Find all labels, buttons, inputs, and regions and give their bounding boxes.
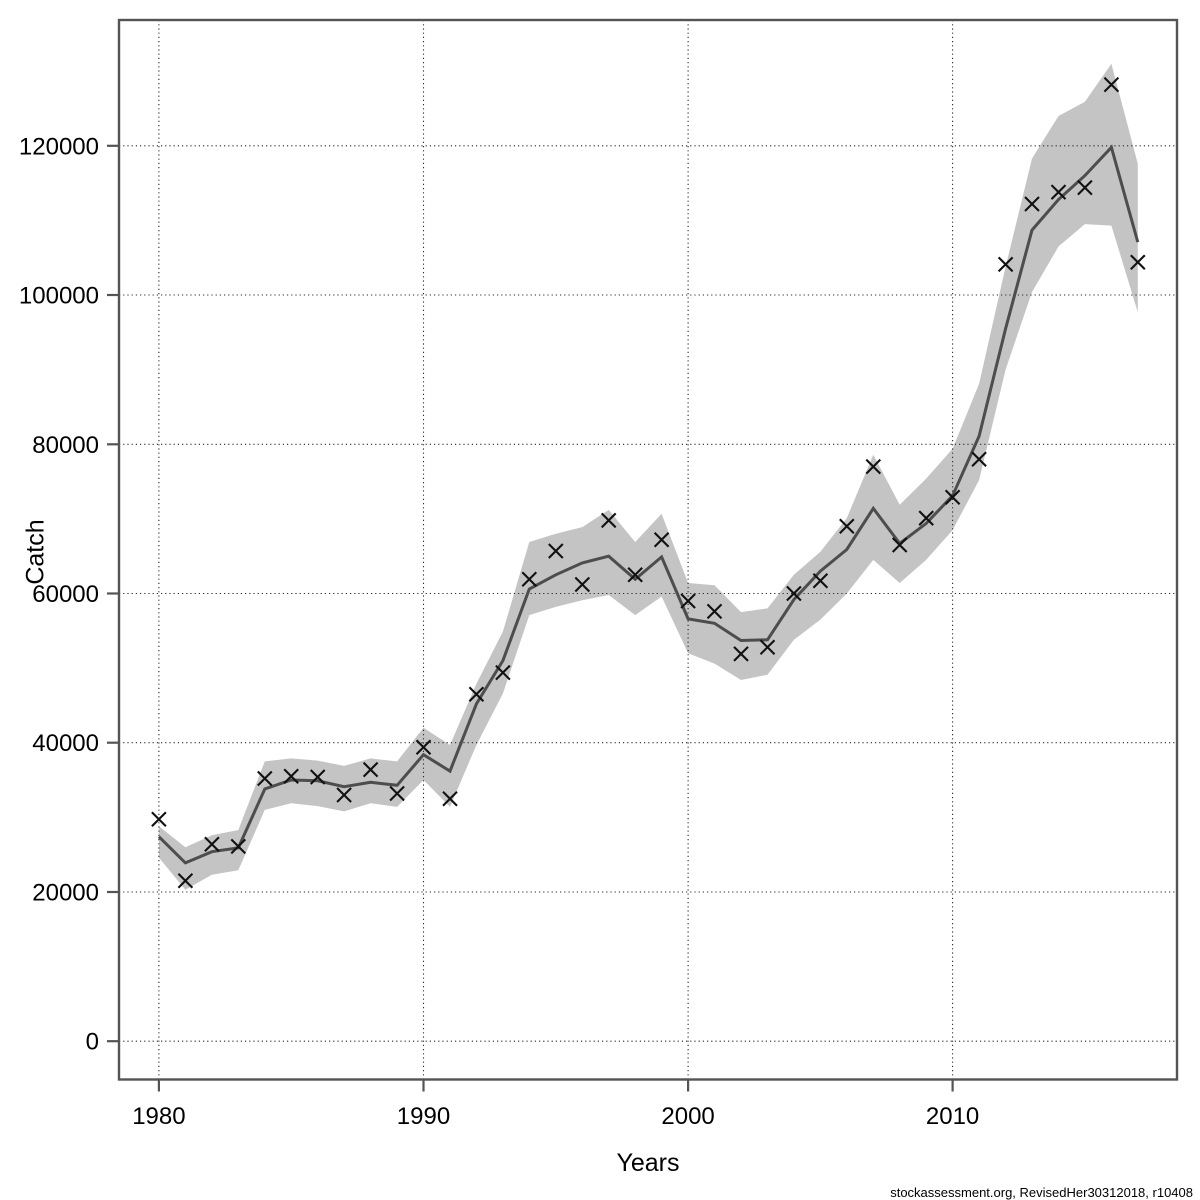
y-tick-label: 40000 <box>32 730 99 757</box>
plot-border <box>117 18 1179 1081</box>
y-tick-label: 60000 <box>32 581 99 608</box>
y-tick-label: 120000 <box>19 133 99 160</box>
x-tick-label: 1990 <box>397 1103 450 1130</box>
y-tick-label: 20000 <box>32 880 99 907</box>
y-tick-label: 100000 <box>19 283 99 310</box>
y-axis-label: Catch <box>21 519 50 585</box>
y-tick-label: 80000 <box>32 432 99 459</box>
footer-credit: stockassessment.org, RevisedHer30312018,… <box>890 1185 1193 1200</box>
observed-catch-markers <box>151 76 1146 889</box>
x-tick-label: 2010 <box>926 1103 979 1130</box>
x-tick-label: 1980 <box>132 1103 185 1130</box>
x-tick-label: 2000 <box>661 1103 714 1130</box>
y-tick-label: 0 <box>86 1029 99 1056</box>
x-axis-label: Years <box>616 1149 680 1177</box>
